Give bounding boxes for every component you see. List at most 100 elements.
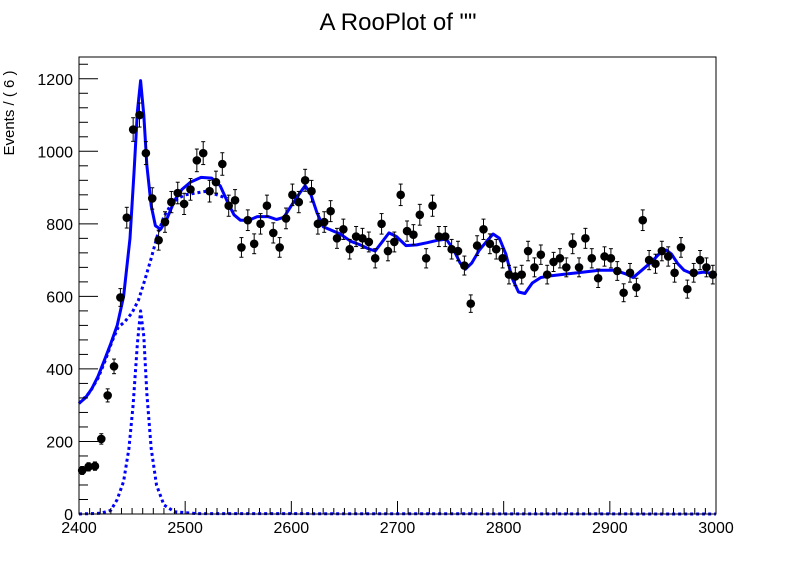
- data-point: [358, 227, 367, 249]
- data-point: [326, 200, 335, 223]
- point-marker: [281, 214, 291, 223]
- x-axis: 2400 2500 2600 2700 2800 2900 3000: [61, 501, 734, 537]
- data-point: [96, 433, 106, 445]
- point-marker: [167, 197, 176, 207]
- point-marker: [218, 159, 227, 169]
- y-tick-label: 1000: [37, 144, 73, 161]
- data-point: [211, 170, 221, 194]
- point-marker: [147, 194, 157, 203]
- data-point: [218, 152, 227, 176]
- point-marker: [256, 219, 265, 229]
- point-marker: [262, 201, 272, 211]
- data-point: [192, 148, 202, 173]
- data-point: [141, 141, 151, 166]
- data-point: [262, 194, 272, 217]
- data-point: [409, 224, 418, 246]
- point-marker: [421, 253, 431, 263]
- point-marker: [160, 217, 170, 227]
- point-marker: [587, 253, 597, 263]
- data-point: [288, 183, 297, 207]
- point-marker: [141, 148, 151, 158]
- point-marker: [498, 253, 507, 263]
- data-point: [644, 250, 654, 271]
- data-point: [676, 237, 686, 258]
- data-point: [154, 229, 163, 251]
- point-marker: [651, 259, 660, 269]
- data-point: [339, 218, 348, 240]
- point-marker: [434, 232, 444, 241]
- point-marker: [657, 246, 667, 256]
- data-point: [440, 226, 450, 248]
- data-point: [593, 268, 603, 288]
- point-marker: [96, 434, 106, 444]
- data-point: [116, 288, 125, 307]
- y-axis: 0 200 400 600 800 1000 1200: [37, 63, 98, 524]
- data-point: [638, 209, 648, 232]
- y-tick-label: 600: [46, 289, 73, 306]
- data-point: [542, 264, 552, 285]
- point-marker: [345, 244, 355, 254]
- point-marker: [689, 268, 699, 278]
- data-point: [370, 248, 380, 269]
- point-marker: [542, 270, 552, 279]
- point-marker: [466, 299, 476, 308]
- point-marker: [415, 210, 425, 220]
- data-point: [632, 277, 641, 297]
- point-marker: [135, 110, 144, 120]
- data-point: [345, 238, 355, 260]
- point-marker: [523, 246, 533, 256]
- data-point: [109, 358, 119, 375]
- point-marker: [491, 244, 501, 254]
- data-point: [179, 192, 189, 215]
- data-point: [708, 264, 718, 285]
- point-marker: [568, 239, 577, 249]
- point-marker: [396, 190, 405, 200]
- data-point: [434, 226, 444, 248]
- point-marker: [249, 239, 259, 249]
- point-marker: [332, 234, 342, 243]
- point-marker: [192, 156, 202, 165]
- data-point: [224, 194, 233, 217]
- data-point: [396, 183, 405, 207]
- background-component: [77, 189, 229, 405]
- data-point: [581, 227, 590, 249]
- data-point: [307, 179, 316, 203]
- point-marker: [612, 266, 622, 276]
- point-marker: [460, 261, 469, 270]
- point-marker: [116, 293, 125, 302]
- point-marker: [122, 213, 132, 222]
- point-marker: [179, 199, 189, 209]
- point-marker: [326, 206, 335, 216]
- point-marker: [205, 186, 214, 196]
- point-marker: [625, 268, 635, 278]
- point-marker: [479, 224, 488, 234]
- point-marker: [562, 263, 571, 272]
- point-marker: [90, 461, 100, 471]
- point-marker: [211, 177, 221, 187]
- data-point: [530, 257, 539, 278]
- data-point: [294, 190, 304, 214]
- plot-frame-border: [78, 56, 717, 515]
- point-marker: [644, 255, 654, 265]
- data-point: [523, 240, 533, 262]
- point-marker: [402, 226, 412, 236]
- point-marker: [638, 215, 648, 225]
- chart-title: A RooPlot of "": [319, 9, 476, 36]
- y-axis-label: Events / ( 6 ): [1, 70, 18, 155]
- point-marker: [670, 268, 679, 278]
- data-point: [466, 294, 476, 313]
- point-marker: [377, 219, 386, 229]
- data-point: [549, 251, 558, 272]
- data-point: [619, 283, 628, 303]
- x-tick-label: 2900: [592, 520, 628, 537]
- data-point: [657, 240, 667, 262]
- point-marker: [581, 234, 590, 243]
- point-marker: [619, 288, 628, 298]
- point-marker: [485, 239, 495, 249]
- point-marker: [702, 263, 711, 272]
- point-marker: [173, 188, 183, 198]
- data-point: [663, 246, 673, 267]
- data-point: [237, 237, 246, 258]
- data-point: [319, 211, 329, 233]
- y-tick-label: 800: [46, 217, 73, 234]
